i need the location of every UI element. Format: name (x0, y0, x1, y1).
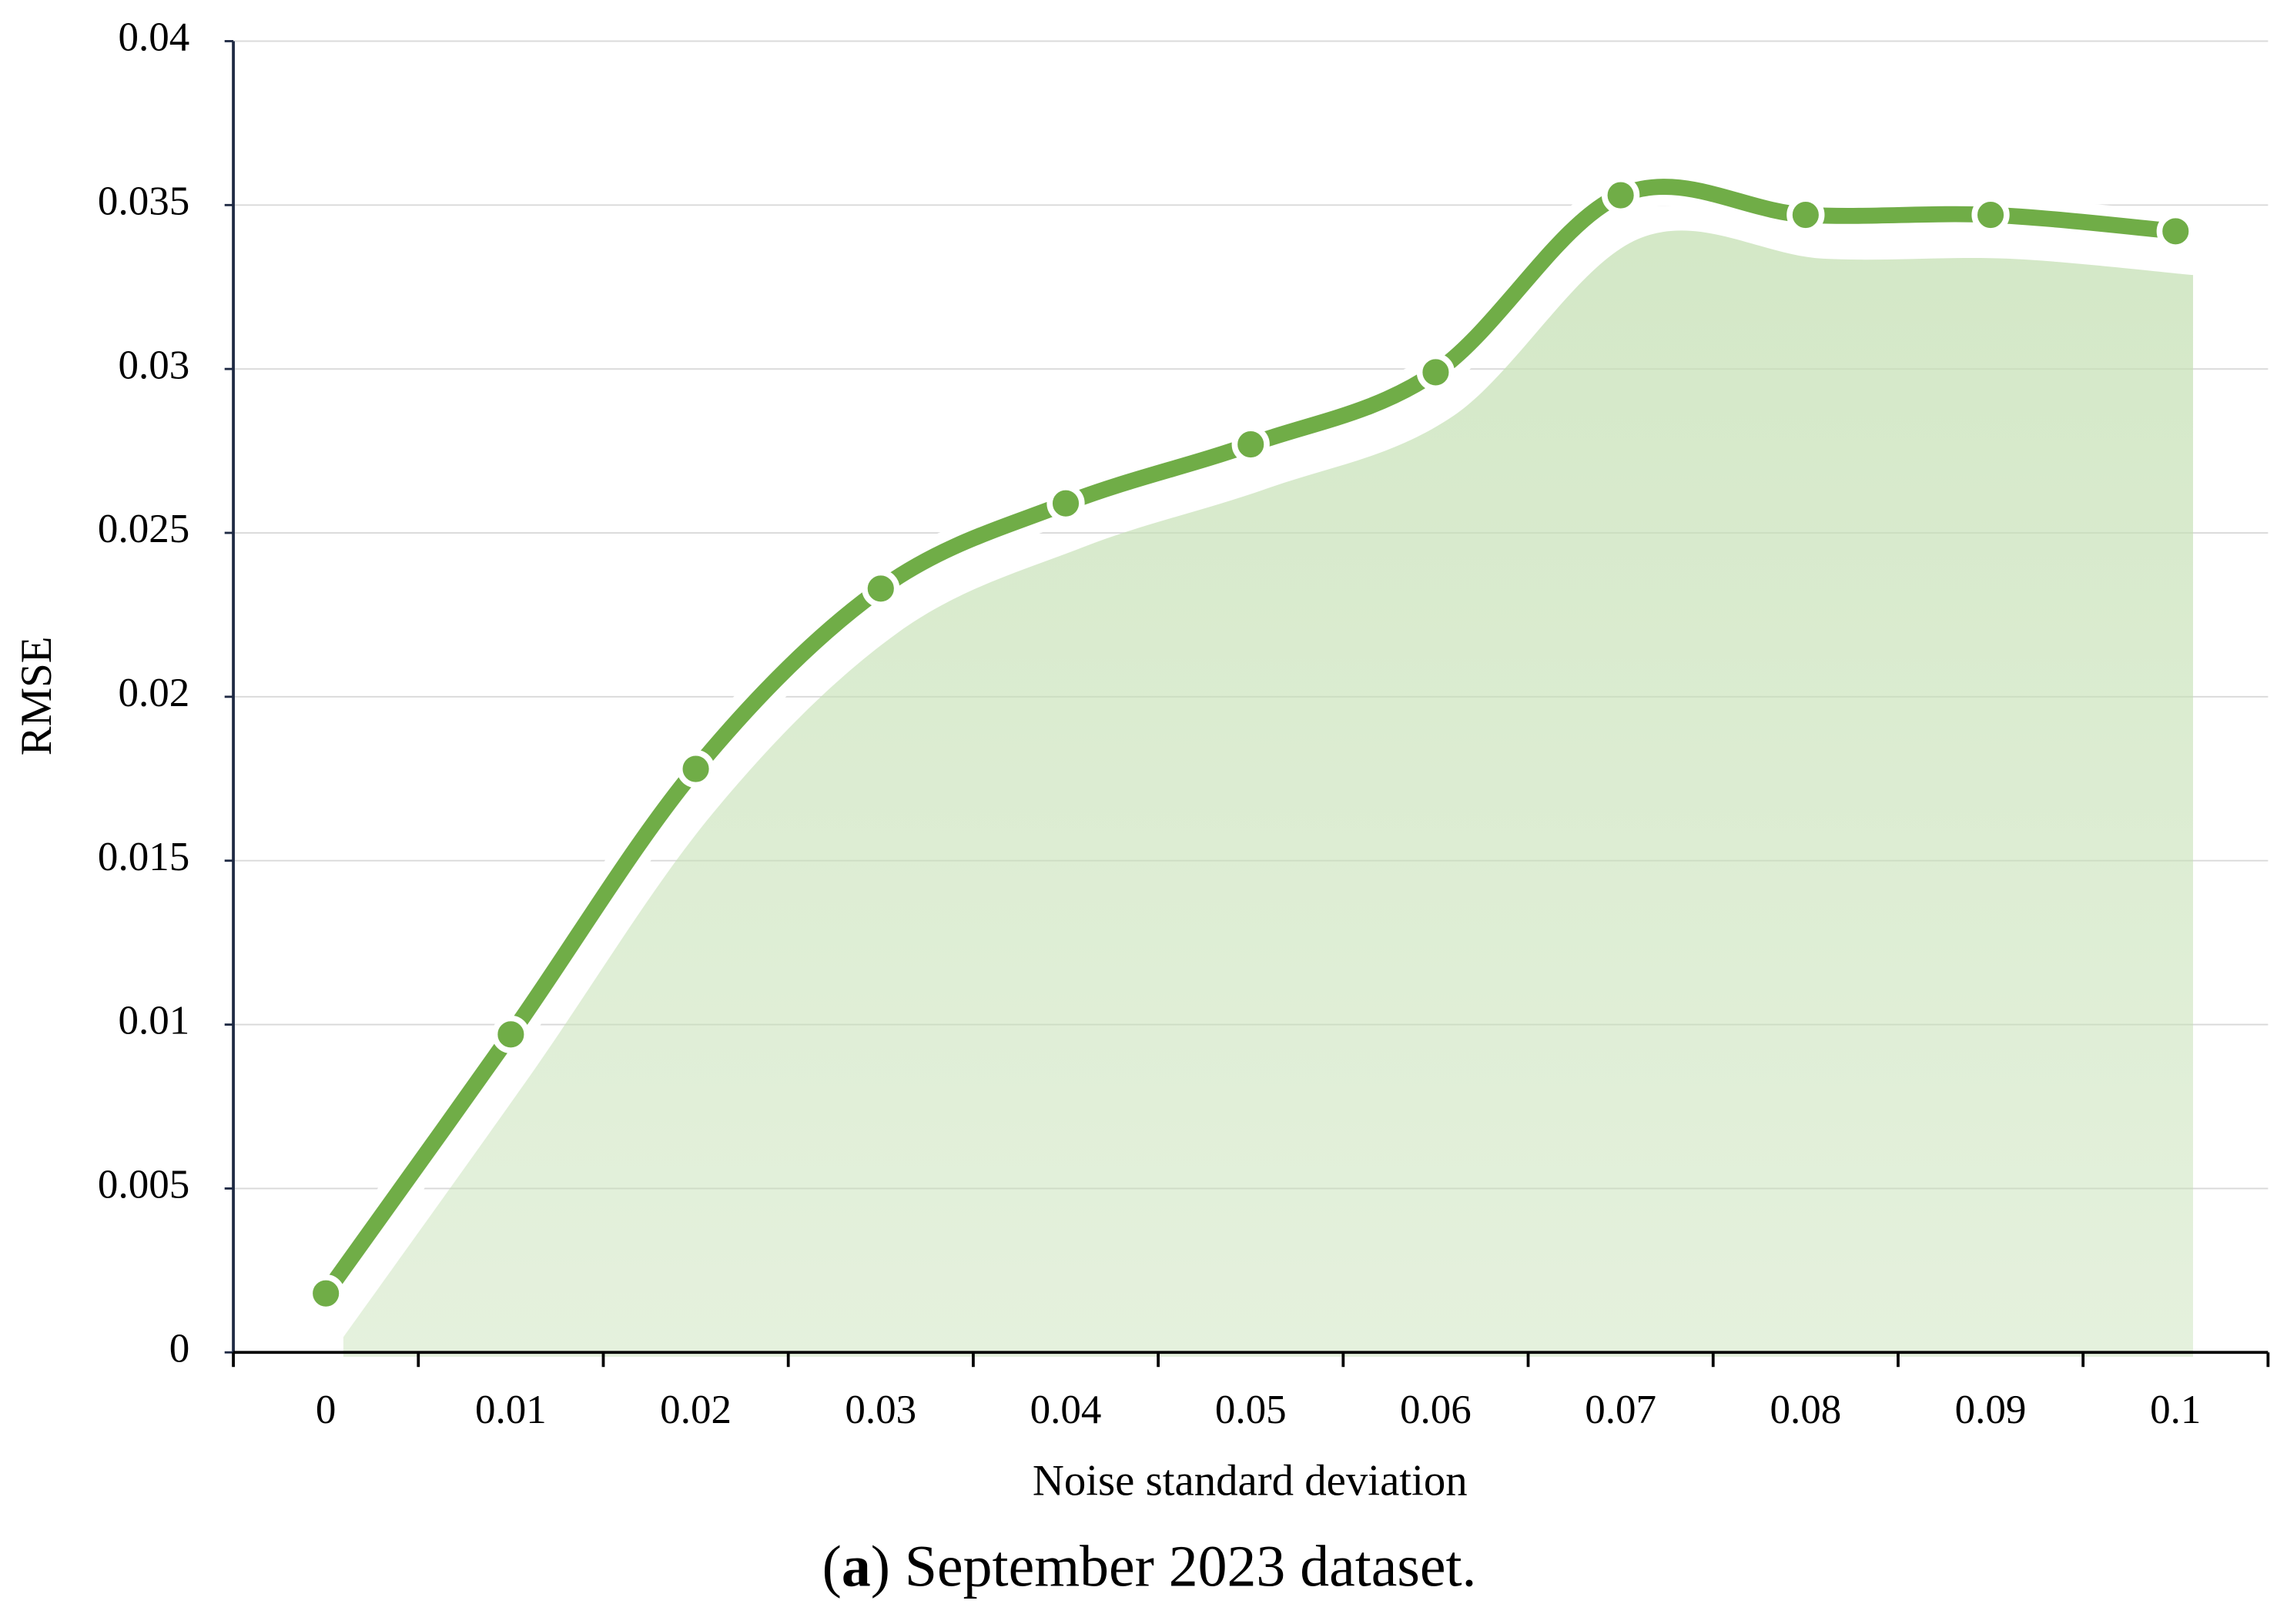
area (343, 230, 2194, 1357)
marker (306, 1274, 345, 1313)
y-tick-label: 0.04 (118, 15, 189, 60)
x-tick-label: 0.1 (2150, 1388, 2201, 1432)
plot (306, 167, 2195, 1357)
y-tick-label: 0.025 (98, 507, 189, 551)
x-tick-label: 0.07 (1585, 1388, 1656, 1432)
caption-part: ) September 2023 dataset. (871, 1535, 1477, 1599)
y-tick-label: 0.02 (118, 671, 189, 715)
y-tick-label: 0.005 (98, 1163, 189, 1207)
marker (1046, 484, 1085, 523)
y-axis-title: RMSE (12, 637, 61, 756)
y-tick-label: 0.035 (98, 179, 189, 223)
y-tick-label: 0 (169, 1326, 190, 1371)
x-tick-label: 0.09 (1955, 1388, 2027, 1432)
caption-part: ( (822, 1535, 842, 1599)
x-tick-label: 0.08 (1770, 1388, 1841, 1432)
x-tick-label: 0.01 (475, 1388, 547, 1432)
caption-label: a (842, 1535, 871, 1599)
marker (491, 1015, 531, 1053)
marker (1416, 353, 1455, 392)
marker (1971, 196, 2010, 234)
caption: (a) September 2023 dataset. (822, 1535, 1477, 1599)
marker (1786, 196, 1825, 234)
y-tick-label: 0.015 (98, 835, 189, 879)
axes: 0 0.005 0.01 0.015 0.02 0.025 0.03 0.035 0.04 0 0.… (98, 15, 2270, 1432)
marker (1602, 176, 1640, 215)
x-axis-title: Noise standard deviation (1033, 1457, 1468, 1505)
x-tick-label: 0 (316, 1388, 337, 1432)
x-tick-label: 0.04 (1030, 1388, 1102, 1432)
y-tick-label: 0.01 (118, 999, 189, 1043)
line (317, 179, 2184, 1302)
x-tick-label: 0.05 (1215, 1388, 1287, 1432)
x-tick-label: 0.02 (660, 1388, 732, 1432)
y-tick-label: 0.03 (118, 343, 189, 387)
marker (862, 569, 900, 608)
marker (676, 749, 715, 789)
marker (2156, 212, 2195, 250)
x-tick-label: 0.03 (845, 1388, 916, 1432)
x-tick-label: 0.06 (1400, 1388, 1472, 1432)
marker (1231, 425, 1270, 464)
